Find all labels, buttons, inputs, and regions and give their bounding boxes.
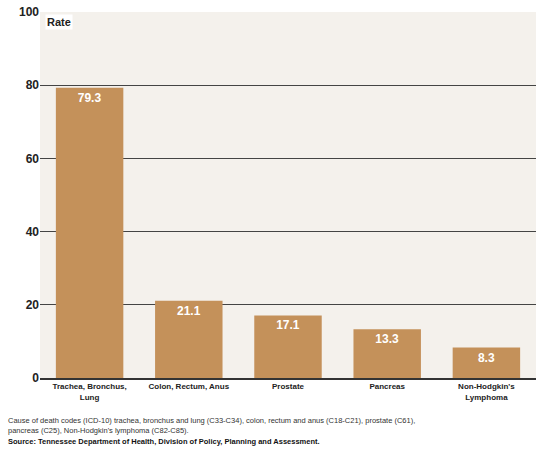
svg-text:21.1: 21.1 (177, 304, 201, 318)
svg-text:Source: Tennessee Department o: Source: Tennessee Department of Health, … (8, 437, 320, 446)
svg-text:Trachea, Bronchus,Lung: Trachea, Bronchus,Lung (52, 382, 126, 401)
svg-text:20: 20 (26, 298, 40, 312)
svg-text:80: 80 (26, 78, 40, 92)
svg-text:Cause of death codes (ICD-10): Cause of death codes (ICD-10) trachea, b… (8, 416, 415, 435)
svg-text:40: 40 (26, 225, 40, 239)
svg-text:Prostate: Prostate (272, 382, 305, 391)
svg-text:13.3: 13.3 (375, 332, 399, 346)
svg-text:8.3: 8.3 (478, 351, 495, 365)
svg-text:79.3: 79.3 (78, 91, 102, 105)
svg-text:0: 0 (32, 371, 39, 385)
svg-text:17.1: 17.1 (276, 318, 300, 332)
svg-text:Colon, Rectum, Anus: Colon, Rectum, Anus (149, 382, 230, 391)
svg-text:100: 100 (19, 5, 39, 19)
svg-text:60: 60 (26, 152, 40, 166)
svg-text:Pancreas: Pancreas (369, 382, 405, 391)
svg-text:Rate: Rate (47, 16, 71, 28)
svg-text:Non-Hodgkin'sLymphoma: Non-Hodgkin'sLymphoma (458, 382, 515, 401)
